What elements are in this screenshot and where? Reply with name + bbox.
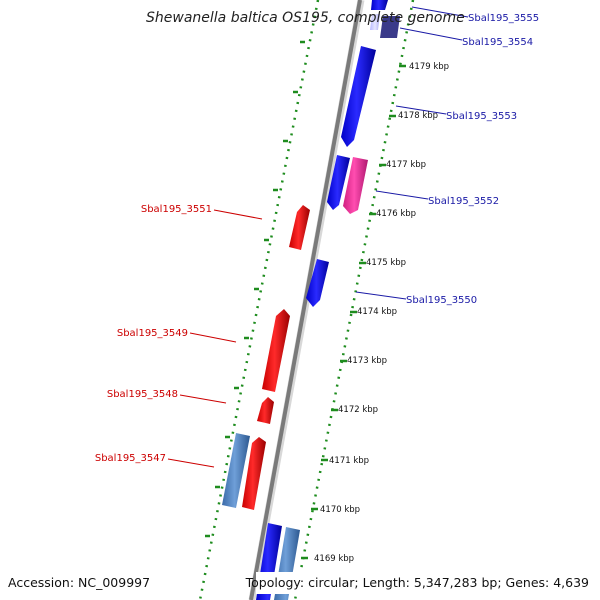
tick-label: 4172 kbp [338, 405, 378, 415]
gene-arrow-3548[interactable] [257, 397, 274, 424]
gene-arrow-forward[interactable] [327, 155, 350, 210]
gene-label-3553[interactable]: Sbal195_3553 [446, 111, 517, 122]
gene-label-3554[interactable]: Sbal195_3554 [462, 37, 533, 48]
tick-label: 4171 kbp [329, 456, 369, 466]
gene-arrow-3554[interactable] [380, 16, 400, 38]
tick-label: 4174 kbp [357, 307, 397, 317]
topology-text: Topology: circular; Length: 5,347,283 bp… [245, 575, 589, 590]
gene-arrow-3551[interactable] [289, 205, 310, 250]
footer-right-bg [256, 572, 600, 594]
backbone [249, 0, 362, 600]
gene-arrow-3550[interactable] [306, 259, 329, 307]
gene-arrow-steel[interactable] [222, 433, 250, 508]
gene-label-3547[interactable]: Sbal195_3547 [95, 453, 166, 464]
gene-label-3551[interactable]: Sbal195_3551 [141, 204, 212, 215]
gene-label-3550[interactable]: Sbal195_3550 [406, 295, 477, 306]
map-title: Shewanella baltica OS195, complete genom… [146, 10, 465, 26]
tick-label: 4177 kbp [386, 160, 426, 170]
gene-label-3552[interactable]: Sbal195_3552 [428, 196, 499, 207]
tick-label: 4170 kbp [320, 505, 360, 515]
gene-arrow-3547[interactable] [242, 437, 266, 510]
gene-arrow-3553[interactable] [341, 46, 376, 147]
gene-arrow-3552[interactable] [343, 157, 368, 214]
tick-label: 4169 kbp [314, 554, 354, 564]
gene-arrow-3549[interactable] [262, 309, 290, 392]
tick-label: 4178 kbp [398, 111, 438, 121]
tick-label: 4176 kbp [376, 209, 416, 219]
gene-label-3549[interactable]: Sbal195_3549 [117, 328, 188, 339]
footer-left-bg [0, 572, 150, 594]
gene-label-3555[interactable]: Sbal195_3555 [468, 13, 539, 24]
inner-ruler-ticks [205, 40, 305, 538]
right-leader-lines [355, 6, 469, 300]
gene-arrow-3555[interactable] [371, 0, 388, 10]
gene-arrow-3555-part[interactable] [370, 14, 380, 30]
tick-label: 4173 kbp [347, 356, 387, 366]
tick-label: 4179 kbp [409, 62, 449, 72]
inner-ruler-dots [198, 0, 320, 600]
outer-ruler-dots [293, 0, 415, 600]
left-leader-lines [167, 209, 263, 468]
tick-label: 4175 kbp [366, 258, 406, 268]
outer-ruler-ticks [301, 64, 406, 560]
accession-text: Accession: NC_009997 [8, 575, 150, 590]
gene-label-3548[interactable]: Sbal195_3548 [107, 389, 178, 400]
